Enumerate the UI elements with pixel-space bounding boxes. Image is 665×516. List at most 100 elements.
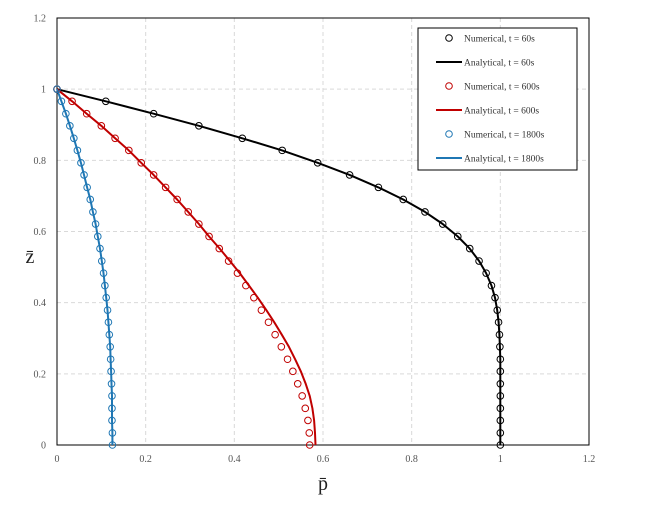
data-point bbox=[83, 183, 91, 192]
data-point bbox=[475, 257, 483, 265]
data-point bbox=[91, 220, 100, 228]
data-point bbox=[250, 293, 258, 302]
legend-label: Numerical, t = 60s bbox=[464, 35, 535, 45]
data-point bbox=[106, 355, 115, 364]
data-point bbox=[99, 269, 108, 277]
series-line bbox=[56, 88, 114, 445]
legend-label: Analytical, t = 60s bbox=[464, 59, 535, 69]
data-point bbox=[215, 244, 224, 253]
data-point bbox=[161, 183, 170, 192]
data-point bbox=[493, 306, 502, 314]
data-point bbox=[62, 109, 70, 118]
data-point bbox=[453, 232, 462, 241]
y-tick-label: 0.8 bbox=[34, 156, 47, 167]
data-point bbox=[57, 97, 66, 106]
data-point bbox=[93, 232, 102, 241]
data-point bbox=[271, 330, 279, 339]
data-point bbox=[242, 281, 250, 290]
data-point bbox=[438, 220, 447, 228]
data-point bbox=[66, 122, 74, 130]
data-point bbox=[97, 122, 106, 130]
data-point bbox=[482, 269, 490, 277]
data-point bbox=[491, 293, 499, 302]
data-point bbox=[496, 441, 505, 449]
data-point bbox=[103, 306, 112, 314]
data-series bbox=[53, 85, 505, 449]
data-point bbox=[108, 429, 117, 437]
data-point bbox=[494, 318, 503, 327]
data-point bbox=[82, 109, 91, 118]
legend-marker bbox=[445, 34, 453, 42]
plot-area-border bbox=[56, 17, 590, 446]
data-point bbox=[108, 404, 116, 413]
data-point bbox=[496, 342, 504, 351]
y-axis-title: z̄ bbox=[26, 246, 35, 268]
data-point bbox=[195, 220, 203, 228]
y-tick-label: 0.6 bbox=[34, 227, 47, 238]
data-point bbox=[96, 244, 104, 253]
data-point bbox=[89, 208, 97, 216]
data-point bbox=[496, 355, 505, 364]
data-point bbox=[496, 379, 505, 388]
data-point bbox=[107, 367, 115, 376]
data-point bbox=[106, 342, 114, 351]
data-point bbox=[97, 257, 106, 265]
data-point bbox=[305, 441, 314, 449]
data-point bbox=[101, 281, 109, 290]
legend-marker bbox=[445, 130, 453, 138]
data-point bbox=[137, 159, 146, 167]
y-tick-label: 1.2 bbox=[34, 14, 47, 25]
legend-label: Numerical, t = 600s bbox=[464, 83, 540, 93]
legend-marker bbox=[445, 82, 453, 90]
data-point bbox=[487, 281, 496, 290]
data-point bbox=[421, 208, 429, 216]
x-tick-label: 0.2 bbox=[139, 454, 152, 465]
data-point bbox=[77, 159, 85, 167]
data-point bbox=[233, 269, 242, 277]
data-point bbox=[102, 293, 111, 302]
y-tick-label: 0.4 bbox=[34, 298, 47, 309]
data-point bbox=[304, 416, 312, 425]
x-axis-title: p̄ bbox=[318, 473, 328, 495]
data-point bbox=[496, 367, 505, 376]
data-point bbox=[111, 134, 119, 143]
x-tick-label: 0.8 bbox=[405, 454, 418, 465]
y-tick-label: 0 bbox=[41, 441, 46, 452]
data-point bbox=[107, 379, 116, 388]
data-point bbox=[108, 416, 116, 425]
data-point bbox=[465, 244, 474, 253]
data-point bbox=[53, 85, 61, 93]
data-point bbox=[149, 109, 158, 118]
data-point bbox=[293, 379, 302, 388]
data-point bbox=[173, 195, 181, 204]
data-point bbox=[80, 171, 88, 179]
data-point bbox=[496, 404, 505, 413]
legend-label: Numerical, t = 1800s bbox=[464, 131, 545, 141]
data-point bbox=[108, 392, 116, 400]
data-point bbox=[70, 134, 78, 143]
data-point bbox=[264, 318, 273, 327]
data-point bbox=[298, 392, 306, 400]
data-point bbox=[68, 97, 76, 106]
data-point bbox=[195, 122, 203, 130]
y-tick-label: 1 bbox=[41, 85, 46, 96]
data-point bbox=[238, 134, 247, 143]
data-point bbox=[313, 159, 322, 167]
data-point bbox=[301, 404, 310, 413]
data-point bbox=[257, 306, 266, 314]
data-point bbox=[277, 342, 286, 351]
x-tick-label: 0.4 bbox=[228, 454, 241, 465]
data-point bbox=[496, 392, 505, 400]
data-point bbox=[345, 171, 354, 179]
data-point bbox=[125, 146, 133, 155]
data-point bbox=[149, 171, 158, 179]
data-point bbox=[101, 97, 110, 106]
data-point bbox=[86, 195, 95, 204]
data-point bbox=[108, 441, 117, 449]
x-tick-label: 1.2 bbox=[583, 454, 596, 465]
data-point bbox=[495, 330, 504, 339]
data-point bbox=[104, 318, 113, 327]
x-tick-label: 0.6 bbox=[317, 454, 330, 465]
legend-label: Analytical, t = 600s bbox=[464, 107, 539, 117]
y-tick-label: 0.2 bbox=[34, 369, 47, 380]
